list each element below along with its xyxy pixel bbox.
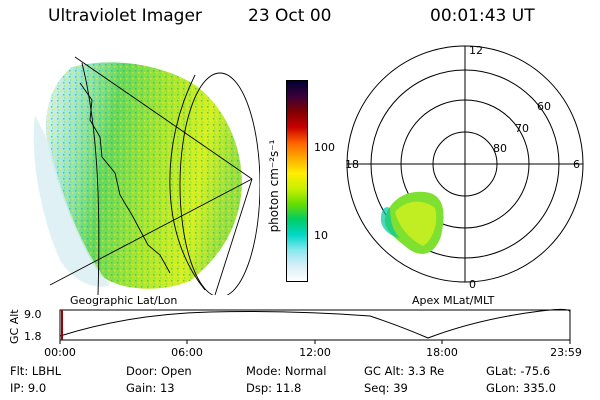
faint-emission-fringe [33, 115, 110, 287]
observation-time: 00:01:43 UT [430, 6, 535, 26]
longitude-line [214, 178, 253, 295]
altitude-curve [59, 308, 571, 339]
altitude-ymin-label: 1.8 [24, 330, 42, 343]
gain-readout: Gain: 13 [126, 381, 175, 395]
ip-readout: IP: 9.0 [10, 381, 47, 395]
mlt-label-0: 0 [469, 278, 476, 291]
lat-label-70: 70 [515, 122, 529, 135]
xtick-1800: 18:00 [426, 346, 458, 359]
longitude-line [49, 178, 253, 286]
altitude-timeline: 9.0 1.8 GC Alt 00:00 06:00 12:00 18:00 2… [8, 308, 582, 359]
xtick-2359: 23:59 [550, 346, 582, 359]
door-readout: Door: Open [126, 364, 192, 378]
instrument-title: Ultraviolet Imager [48, 6, 202, 26]
glon-readout: GLon: 335.0 [486, 381, 556, 395]
polar-mlt-plot: 12 18 6 0 60 70 80 [345, 44, 584, 291]
timeline-frame [59, 309, 571, 341]
latitude-circle [179, 72, 260, 295]
colorbar-tick-10: 10 [314, 229, 328, 242]
altitude-ymax-label: 9.0 [24, 308, 42, 321]
xtick-0000: 00:00 [44, 346, 76, 359]
glat-readout: GLat: -75.6 [486, 364, 551, 378]
observation-date: 23 Oct 00 [248, 6, 332, 26]
lat-label-80: 80 [493, 142, 507, 155]
mode-readout: Mode: Normal [246, 364, 327, 378]
lat-label-60: 60 [537, 100, 551, 113]
filter-readout: Flt: LBHL [10, 364, 62, 378]
polar-panel-label: Apex MLat/MLT [412, 294, 495, 307]
gc-alt-readout: GC Alt: 3.3 Re [364, 364, 445, 378]
colorbar [286, 80, 308, 282]
xtick-1200: 12:00 [299, 346, 331, 359]
geographic-panel-label: Geographic Lat/Lon [70, 294, 178, 307]
mlt-label-18: 18 [345, 158, 359, 171]
coastline [79, 82, 171, 274]
colorbar-tick-100: 100 [314, 141, 335, 154]
latitude-line [81, 62, 100, 295]
latitude-line [169, 74, 206, 291]
xtick-0600: 06:00 [171, 346, 203, 359]
altitude-ylabel: GC Alt [8, 309, 21, 344]
mlt-label-6: 6 [573, 158, 580, 171]
geographic-image-panel [33, 56, 260, 295]
longitude-line [74, 56, 253, 180]
dsp-readout: Dsp: 11.8 [246, 381, 302, 395]
seq-readout: Seq: 39 [364, 381, 408, 395]
mlt-label-12: 12 [469, 44, 483, 57]
colorbar-unit-label: photon cm⁻²s⁻¹ [267, 139, 281, 233]
